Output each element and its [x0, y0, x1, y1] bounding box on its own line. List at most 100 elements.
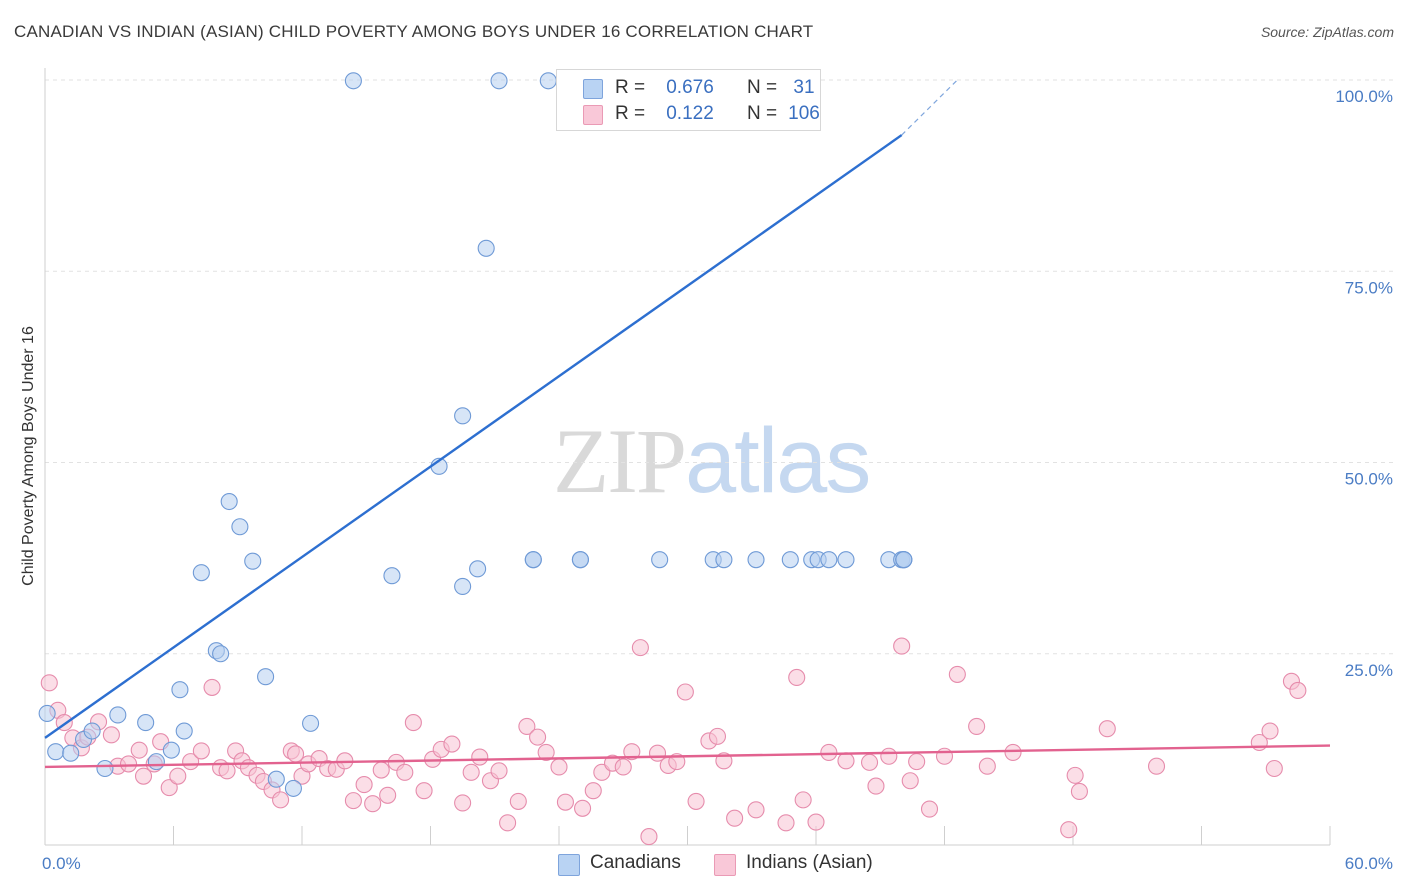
indian-point	[509, 792, 527, 810]
indian-point	[355, 776, 373, 794]
indian-point	[203, 678, 221, 696]
legend-n-value: 106	[788, 103, 820, 124]
y-axis-label: Child Poverty Among Boys Under 16	[20, 326, 37, 586]
indian-point	[584, 782, 602, 800]
canadians-trendline	[44, 134, 903, 739]
chart-title: CANADIAN VS INDIAN (ASIAN) CHILD POVERTY…	[14, 22, 814, 41]
canadian-point	[651, 551, 669, 569]
canadians-points	[38, 72, 913, 797]
indian-point	[344, 792, 362, 810]
indian-point	[1066, 766, 1084, 784]
indian-point	[631, 639, 649, 657]
legend-n-label: N =	[747, 103, 778, 124]
correlation-legend: R = 0.676 N = 31 R = 0.122 N = 106	[556, 69, 821, 131]
indian-point	[968, 717, 986, 735]
indian-point	[1004, 743, 1022, 761]
indian-point	[119, 755, 138, 773]
legend-n-value: 31	[793, 77, 815, 98]
legend-r-label: R =	[615, 103, 646, 124]
canadian-point	[539, 72, 557, 90]
indian-point	[102, 726, 120, 744]
indian-point	[807, 813, 825, 831]
indian-point	[794, 791, 812, 809]
canadian-point	[220, 492, 238, 511]
indian-point	[499, 814, 517, 832]
canadian-point	[62, 744, 80, 762]
legend-r-value: 0.122	[666, 103, 714, 124]
canadian-point	[781, 551, 799, 569]
tick-labels: 25.0% 50.0% 75.0% 100.0% 0.0% 60.0%	[42, 87, 1393, 873]
indian-point	[901, 772, 919, 790]
canadian-point	[175, 722, 193, 740]
x-tick-label: 0.0%	[42, 854, 81, 873]
canadian-point	[344, 72, 362, 90]
canadian-point	[820, 551, 838, 569]
indian-point	[1147, 757, 1166, 775]
indian-point	[820, 743, 838, 761]
indian-point	[169, 767, 187, 785]
indian-point	[726, 809, 744, 827]
indian-point	[935, 747, 954, 765]
indian-point	[529, 728, 547, 746]
indian-point	[550, 758, 568, 776]
indian-point	[867, 777, 885, 795]
indian-point	[614, 758, 632, 776]
legend-label-indians: Indians (Asian)	[746, 852, 873, 873]
watermark-zip: ZIP	[553, 410, 687, 512]
indian-point	[1060, 821, 1078, 839]
indian-point	[379, 786, 397, 804]
legend-r-value: 0.676	[666, 77, 714, 98]
indian-point	[1261, 722, 1279, 740]
indian-point	[537, 743, 555, 761]
canadian-point	[571, 551, 589, 569]
legend-label-canadians: Canadians	[590, 852, 681, 873]
indian-point	[880, 747, 898, 765]
indian-point	[40, 674, 58, 692]
trend-lines	[44, 79, 1331, 769]
canadian-point	[147, 753, 165, 771]
legend-swatch-indians	[583, 105, 603, 125]
canadian-point	[137, 714, 155, 732]
canadian-point	[490, 72, 508, 90]
indian-point	[676, 683, 694, 701]
legend-n-label: N =	[747, 77, 778, 98]
indian-point	[443, 735, 461, 753]
canadian-point	[267, 770, 285, 788]
indian-point	[396, 763, 414, 781]
indian-point	[454, 794, 472, 812]
canadian-point	[162, 741, 180, 759]
canadian-point	[83, 722, 101, 740]
canadian-point	[47, 743, 65, 761]
indian-point	[134, 767, 153, 785]
legend-swatch-canadians	[558, 854, 580, 876]
canadian-point	[524, 551, 542, 569]
canadian-point	[192, 564, 210, 582]
indian-point	[837, 752, 855, 770]
indian-point	[372, 761, 390, 779]
canadian-point	[454, 577, 472, 595]
canadian-point	[212, 645, 230, 663]
indian-point	[948, 665, 966, 683]
canadian-point	[895, 551, 913, 569]
canadian-point	[171, 681, 189, 699]
indian-point	[893, 637, 911, 655]
legend-r-label: R =	[615, 77, 646, 98]
indian-point	[556, 793, 574, 811]
indian-point	[404, 714, 422, 732]
canadian-point	[469, 560, 487, 578]
canadian-point	[257, 668, 275, 686]
y-tick-label: 25.0%	[1345, 661, 1393, 680]
indian-point	[364, 795, 382, 813]
indian-point	[490, 762, 508, 780]
canadian-point	[302, 714, 320, 732]
watermark-atlas: atlas	[685, 410, 871, 512]
y-tick-label: 100.0%	[1335, 87, 1393, 106]
legend-swatch-indians	[714, 854, 736, 876]
source-label: Source: ZipAtlas.com	[1260, 24, 1394, 40]
indian-point	[471, 748, 489, 766]
axes	[44, 68, 1331, 846]
x-tick-label: 60.0%	[1345, 854, 1393, 873]
canadian-point	[477, 239, 495, 257]
canadian-point	[109, 706, 127, 724]
